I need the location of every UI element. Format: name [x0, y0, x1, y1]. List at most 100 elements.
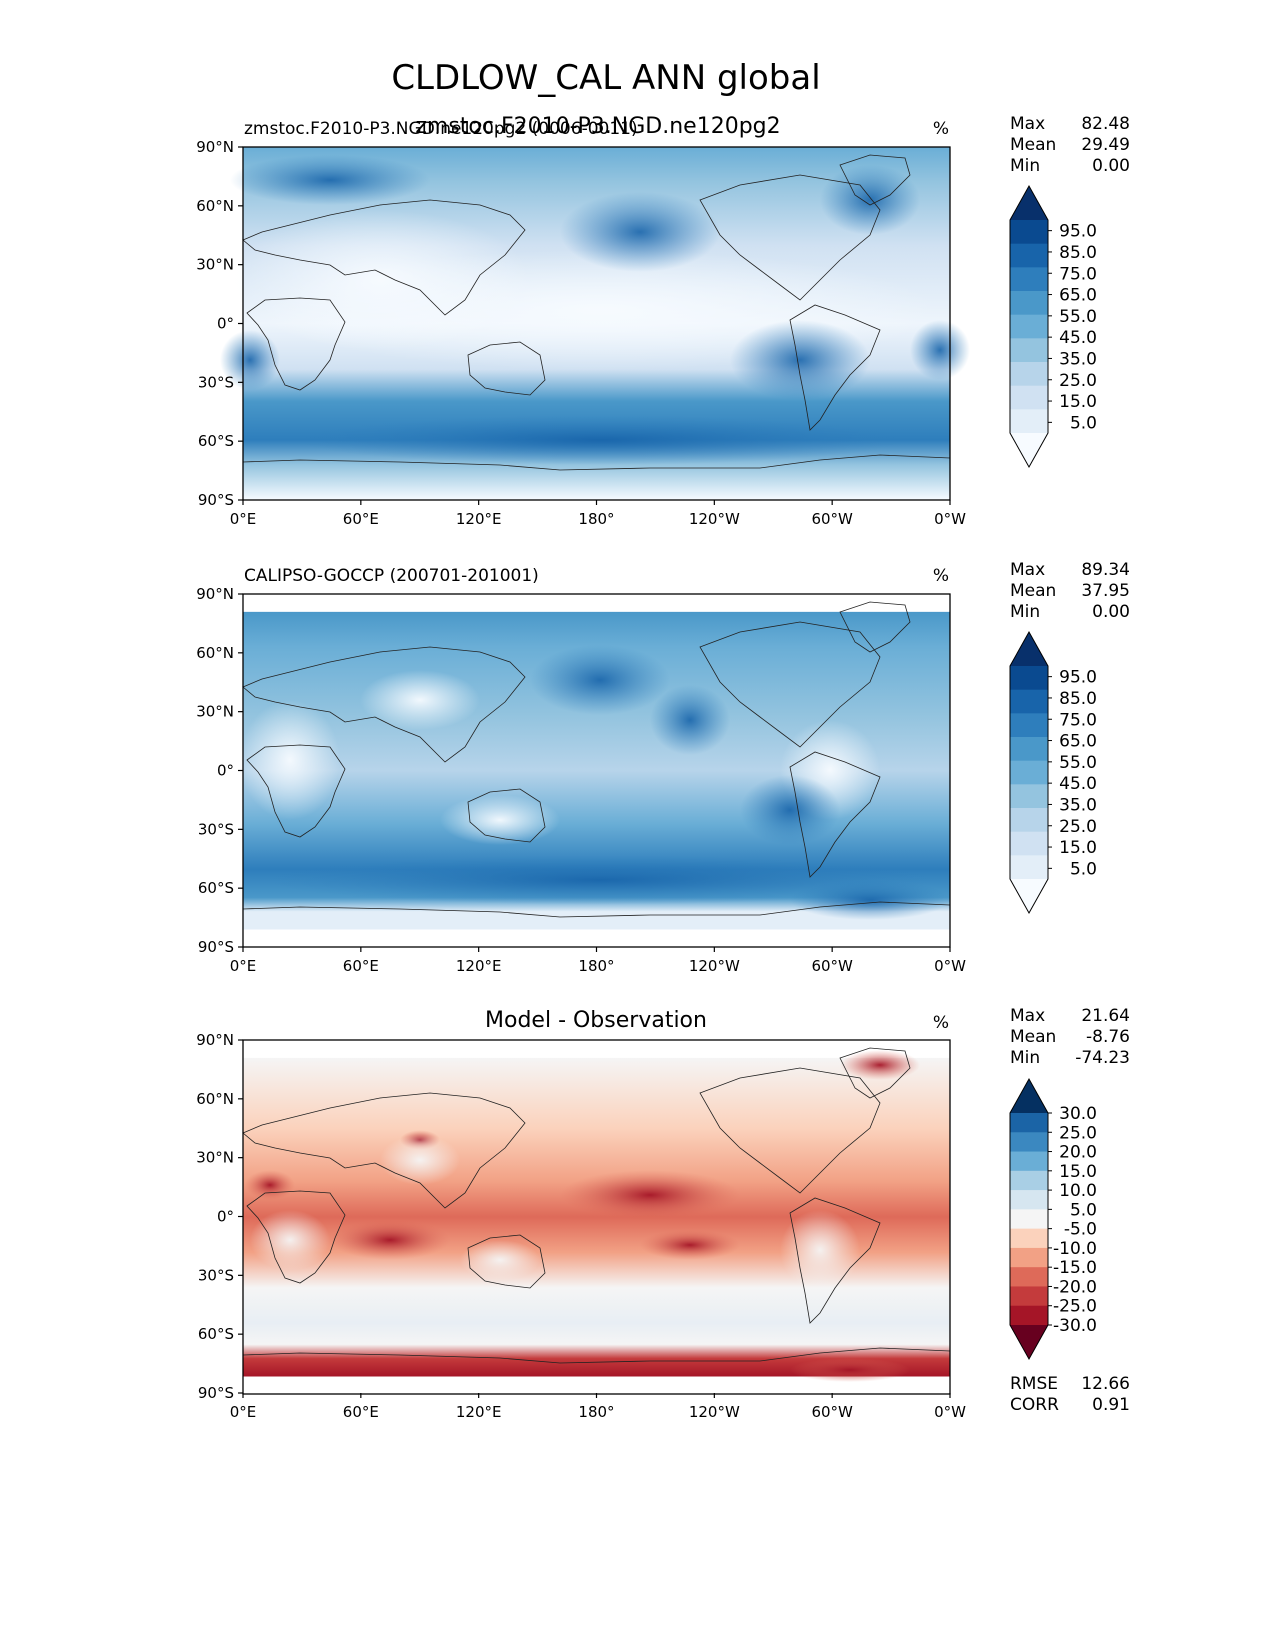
colorbar-tick-label: -5.0	[1064, 1220, 1097, 1240]
colorbar-swatch	[1010, 1228, 1048, 1249]
coastline	[467, 341, 546, 396]
colorbar-swatch	[1010, 784, 1048, 809]
colorbar-tick-label: -15.0	[1053, 1258, 1097, 1278]
panel-test-colorbar: 95.085.075.065.055.045.035.025.015.05.0	[1009, 184, 1097, 469]
y-tick-label: 90°S	[198, 1384, 234, 1402]
colorbar-tick-label: 95.0	[1059, 668, 1097, 688]
panel-difference: Model - Observation % 0°E 60°E 120°E 180° 12…	[196, 1006, 1130, 1421]
colorbar-swatch	[1010, 291, 1048, 316]
colorbar-tick-label: 45.0	[1059, 774, 1097, 794]
colorbar-extend-max	[1010, 1079, 1048, 1113]
colorbar-tick-label: 85.0	[1059, 243, 1097, 263]
colorbar-swatch	[1010, 409, 1048, 434]
panel-difference-max-value: 21.64	[1081, 1006, 1130, 1026]
panel-difference-center-title: Model - Observation	[485, 1008, 707, 1033]
colorbar-swatch	[1010, 855, 1048, 880]
panel-test-min-label: Min	[1010, 156, 1040, 176]
x-tick-label: 120°W	[689, 510, 740, 528]
x-tick-label: 120°E	[456, 957, 502, 975]
coastline	[246, 1190, 346, 1284]
colorbar-tick-label: -20.0	[1053, 1277, 1097, 1297]
colorbar-swatch	[1010, 713, 1048, 738]
colorbar-tick-label: 15.0	[1059, 392, 1097, 412]
x-tick-label: 60°E	[343, 510, 379, 528]
y-tick-label: 90°S	[198, 938, 234, 956]
x-tick-label: 120°E	[456, 1403, 502, 1421]
x-tick-label: 0°E	[230, 957, 257, 975]
colorbar-tick-label: 65.0	[1059, 732, 1097, 752]
panel-difference-map	[243, 1040, 950, 1394]
colorbar-tick-label: 75.0	[1059, 264, 1097, 284]
x-tick-label: 0°W	[934, 957, 966, 975]
y-tick-label: 90°N	[196, 138, 234, 156]
panel-difference-min-label: Min	[1010, 1048, 1040, 1068]
colorbar-tick-label: 15.0	[1059, 1162, 1097, 1182]
colorbar-tick-label: 35.0	[1059, 349, 1097, 369]
colorbar-tick-label: 65.0	[1059, 286, 1097, 306]
colorbar-swatch	[1010, 760, 1048, 785]
colorbar-swatch	[1010, 831, 1048, 856]
colorbar-swatch	[1010, 1113, 1048, 1133]
colorbar-swatch	[1010, 1267, 1048, 1287]
y-tick-label: 30°S	[198, 820, 234, 838]
colorbar-tick-label: 15.0	[1059, 838, 1097, 858]
panel-difference-rmse-value: 12.66	[1081, 1374, 1130, 1394]
colorbar-tick-label: 5.0	[1070, 1200, 1097, 1220]
x-tick-label: 0°W	[934, 1403, 966, 1421]
colorbar-tick-label: 30.0	[1059, 1104, 1097, 1124]
colorbar-extend-min	[1010, 879, 1048, 913]
x-tick-label: 0°E	[230, 510, 257, 528]
coastline	[467, 788, 546, 843]
colorbar-swatch	[1010, 666, 1048, 691]
panel-test-min-value: 0.00	[1092, 156, 1130, 176]
panel-reference-mean-value: 37.95	[1081, 581, 1130, 601]
panel-test-units: %	[933, 119, 949, 139]
panel-difference-coastlines	[242, 1047, 951, 1364]
panel-test-mean-label: Mean	[1010, 135, 1056, 155]
panel-test-max-value: 82.48	[1081, 114, 1130, 134]
panel-reference-colorbar: 95.085.075.065.055.045.035.025.015.05.0	[1009, 630, 1097, 915]
panel-reference-mean-label: Mean	[1010, 581, 1056, 601]
colorbar-outline	[1009, 184, 1049, 469]
coastline	[699, 1067, 881, 1194]
coastline	[699, 621, 881, 748]
panel-difference-mean-value: -8.76	[1086, 1027, 1130, 1047]
panel-difference-units: %	[933, 1013, 949, 1033]
panel-reference-min-label: Min	[1010, 602, 1040, 622]
colorbar-swatch	[1010, 1190, 1048, 1210]
y-tick-label: 60°S	[198, 879, 234, 897]
panel-reference-left-title: CALIPSO-GOCCP (200701-201001)	[244, 566, 539, 586]
coastline	[839, 154, 911, 206]
y-tick-label: 60°N	[196, 197, 234, 215]
colorbar-tick-label: 25.0	[1059, 371, 1097, 391]
coastline	[242, 454, 951, 471]
colorbar-swatch	[1010, 267, 1048, 292]
coastline	[699, 174, 881, 301]
colorbar-tick-label: 55.0	[1059, 307, 1097, 327]
coastline	[242, 901, 951, 918]
x-tick-label: 180°	[578, 957, 614, 975]
colorbar-tick-label: 95.0	[1059, 222, 1097, 242]
panel-difference-corr-label: CORR	[1010, 1395, 1059, 1415]
colorbar-extend-min	[1010, 433, 1048, 467]
colorbar-swatch	[1010, 808, 1048, 833]
panel-reference-min-value: 0.00	[1092, 602, 1130, 622]
colorbar-swatch	[1010, 1132, 1048, 1153]
colorbar-tick-label: 75.0	[1059, 710, 1097, 730]
colorbar-swatch	[1010, 1151, 1048, 1172]
colorbar-swatch	[1010, 314, 1048, 339]
colorbar-tick-label: 10.0	[1059, 1181, 1097, 1201]
colorbar-swatch	[1010, 737, 1048, 762]
panel-reference-coastlines	[242, 601, 951, 918]
colorbar-swatch	[1010, 689, 1048, 714]
colorbar-swatch	[1010, 220, 1048, 245]
y-tick-label: 0°	[217, 762, 234, 780]
x-tick-label: 120°W	[689, 957, 740, 975]
colorbar-tick-label: 25.0	[1059, 1123, 1097, 1143]
coastline	[789, 304, 881, 431]
colorbar-swatch	[1010, 362, 1048, 387]
coastline	[242, 199, 526, 316]
panel-reference-units: %	[933, 566, 949, 586]
colorbar-tick-label: 5.0	[1070, 859, 1097, 879]
x-tick-label: 180°	[578, 1403, 614, 1421]
